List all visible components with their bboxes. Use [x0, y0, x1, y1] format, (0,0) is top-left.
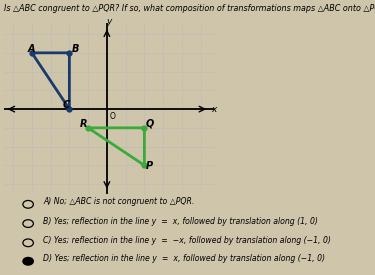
Text: A) No; △ABC is not congruent to △PQR.: A) No; △ABC is not congruent to △PQR.: [43, 197, 195, 206]
Text: Q: Q: [146, 119, 154, 129]
Text: O: O: [109, 112, 115, 121]
Text: P: P: [146, 161, 153, 171]
Text: A: A: [27, 44, 34, 54]
Text: D) Yes; reflection in the line y  =  x, followed by translation along (−1, 0): D) Yes; reflection in the line y = x, fo…: [43, 254, 325, 263]
Text: Is △ABC congruent to △PQR? If so, what composition of transformations maps △ABC : Is △ABC congruent to △PQR? If so, what c…: [4, 4, 375, 13]
Text: C) Yes; reflection in the line y  =  −x, followed by translation along (−1, 0): C) Yes; reflection in the line y = −x, f…: [43, 236, 331, 245]
Text: R: R: [80, 119, 87, 129]
Text: y: y: [106, 17, 112, 26]
Text: B: B: [72, 44, 80, 54]
Text: B) Yes; reflection in the line y  =  x, followed by translation along (1, 0): B) Yes; reflection in the line y = x, fo…: [43, 216, 318, 226]
Text: C: C: [63, 100, 70, 110]
Text: x: x: [211, 104, 216, 114]
